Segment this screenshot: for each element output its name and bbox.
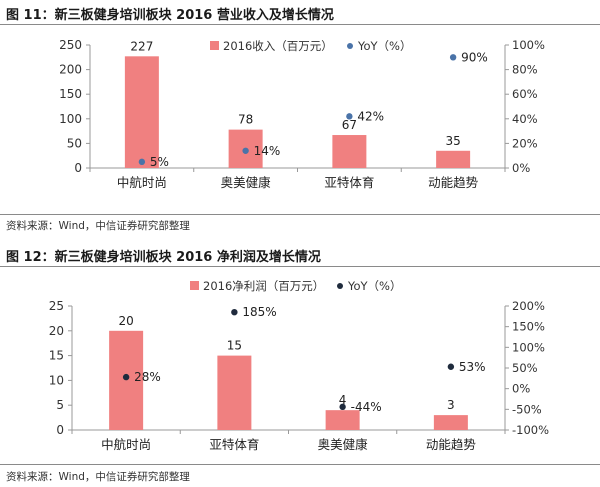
figure-12: 图 12：新三板健身培训板块 2016 净利润及增长情况 0 5 10 15 20 25 -… — [0, 242, 600, 487]
bar — [433, 415, 468, 430]
y-left-tick-label: 250 — [59, 38, 82, 52]
yoy-point — [242, 147, 249, 154]
bar-value-label: 35 — [445, 134, 460, 148]
legend-bar-label: 2016收入（百万元） — [223, 39, 333, 53]
y-right-tick-label: 100% — [512, 38, 545, 52]
bar — [217, 355, 252, 430]
legend-yoy-label: YoY（%） — [347, 279, 402, 293]
category-label: 中航时尚 — [101, 437, 151, 452]
yoy-point — [231, 309, 238, 316]
category-label: 亚特体育 — [209, 437, 259, 452]
y-right-tick-label: -100% — [512, 423, 549, 437]
y-left-tick-label: 150 — [59, 87, 82, 101]
y-right-tick-label: 60% — [512, 87, 538, 101]
legend-yoy-swatch — [347, 43, 353, 49]
source-note: 资料来源：Wind，中信证券研究部整理 — [6, 220, 190, 232]
category-label: 动能趋势 — [426, 437, 477, 452]
category-label: 奥美健康 — [318, 437, 369, 452]
category-label: 奥美健康 — [221, 175, 272, 190]
bar-value-label: 3 — [447, 398, 455, 412]
y-left-tick-label: 0 — [56, 423, 64, 437]
yoy-point — [447, 363, 455, 370]
yoy-value-label: 5% — [150, 155, 169, 169]
yoy-value-label: 53% — [459, 360, 486, 374]
y-right-tick-label: 40% — [512, 112, 538, 126]
figure-title: 图 11：新三板健身培训板块 2016 营业收入及增长情况 — [6, 8, 334, 23]
bar-value-label: 20 — [118, 314, 133, 328]
y-right-tick-label: 150% — [512, 320, 545, 334]
yoy-value-label: 28% — [134, 370, 161, 384]
y-right-tick-label: 100% — [512, 340, 545, 354]
bar — [124, 56, 159, 168]
y-left-tick-label: 10 — [49, 373, 64, 387]
yoy-value-label: -44% — [351, 400, 382, 414]
y-left-tick-label: 15 — [49, 349, 64, 363]
y-left-tick-label: 200 — [59, 63, 82, 77]
figure-title: 图 12：新三板健身培训板块 2016 净利润及增长情况 — [6, 250, 321, 265]
category-label: 动能趋势 — [428, 175, 479, 190]
yoy-point — [339, 403, 346, 411]
category-label: 中航时尚 — [117, 175, 167, 190]
legend-bar-label: 2016净利润（百万元） — [203, 279, 324, 293]
yoy-point — [138, 158, 146, 166]
figure-11: 图 11：新三板健身培训板块 2016 营业收入及增长情况 0 50 100 150 2… — [0, 0, 600, 238]
bar — [436, 150, 471, 168]
source-divider — [0, 464, 600, 465]
yoy-point — [346, 113, 353, 120]
yoy-value-label: 185% — [242, 305, 276, 319]
bar — [109, 330, 144, 430]
y-right-tick-label: -50% — [512, 402, 542, 416]
yoy-point — [122, 373, 130, 381]
category-label: 亚特体育 — [324, 175, 374, 190]
source-note: 资料来源：Wind，中信证券研究部整理 — [6, 471, 190, 483]
y-left-tick-label: 25 — [49, 299, 64, 313]
legend-bar-swatch — [210, 41, 219, 50]
y-left-tick-label: 20 — [49, 324, 64, 338]
y-right-tick-label: 20% — [512, 136, 538, 150]
bar-value-label: 67 — [342, 118, 357, 132]
bar-value-label: 78 — [238, 113, 253, 127]
bar-value-label: 4 — [339, 393, 347, 407]
y-right-tick-label: 50% — [512, 361, 538, 375]
title-divider — [0, 266, 600, 267]
net-profit-chart: 0 5 10 15 20 25 -100% -50% 0% 50% 100% 150% 200% 中航时尚… — [49, 279, 549, 452]
y-left-tick-label: 50 — [67, 136, 82, 150]
y-right-tick-label: 0% — [512, 161, 530, 175]
y-left-tick-label: 0 — [74, 161, 82, 175]
bar-value-label: 15 — [227, 339, 242, 353]
y-right-tick-label: 0% — [512, 382, 530, 396]
yoy-point — [449, 54, 457, 61]
legend-yoy-swatch — [337, 283, 343, 289]
revenue-chart: 0 50 100 150 200 250 0% 20% 40% 60% 80% 100% 中航时尚 奥美健… — [59, 38, 545, 190]
yoy-value-label: 42% — [357, 109, 384, 123]
y-right-tick-label: 80% — [512, 63, 538, 77]
bar — [332, 135, 367, 168]
yoy-value-label: 14% — [254, 144, 281, 158]
source-divider — [0, 214, 600, 215]
y-right-tick-label: 200% — [512, 299, 545, 313]
title-divider — [0, 24, 600, 25]
legend-bar-swatch — [190, 281, 199, 290]
bar — [325, 410, 360, 430]
yoy-value-label: 90% — [461, 50, 488, 64]
bar-value-label: 227 — [130, 39, 153, 53]
y-left-tick-label: 100 — [59, 112, 82, 126]
legend-yoy-label: YoY（%） — [357, 39, 412, 53]
y-left-tick-label: 5 — [56, 398, 64, 412]
